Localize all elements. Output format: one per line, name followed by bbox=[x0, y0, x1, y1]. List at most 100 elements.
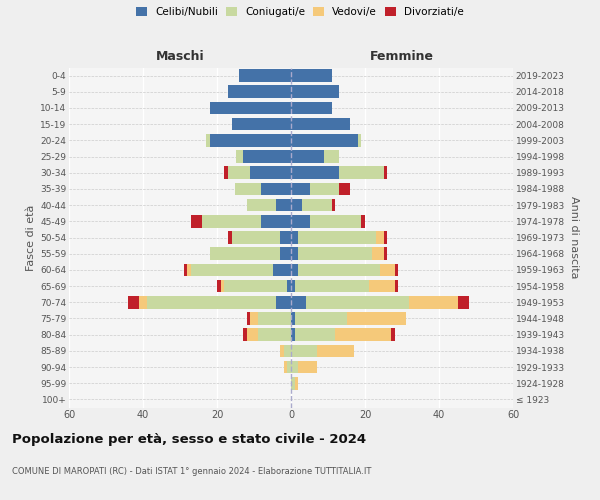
Bar bbox=[295, 280, 368, 292]
Bar bbox=[291, 296, 306, 308]
Bar bbox=[228, 231, 232, 244]
Bar bbox=[191, 215, 202, 228]
Bar bbox=[284, 360, 287, 374]
Bar bbox=[409, 296, 458, 308]
Bar bbox=[339, 166, 383, 179]
Y-axis label: Anni di nascita: Anni di nascita bbox=[569, 196, 579, 279]
Bar bbox=[239, 70, 291, 82]
Bar bbox=[373, 248, 383, 260]
Bar bbox=[235, 150, 243, 163]
Bar bbox=[358, 134, 361, 146]
Bar bbox=[291, 280, 295, 292]
Bar bbox=[383, 166, 387, 179]
Bar bbox=[202, 215, 262, 228]
Bar bbox=[217, 280, 221, 292]
Bar bbox=[298, 264, 380, 276]
Bar bbox=[209, 248, 280, 260]
Bar bbox=[325, 150, 339, 163]
Bar bbox=[291, 328, 295, 341]
Bar bbox=[306, 296, 409, 308]
Bar bbox=[287, 360, 291, 374]
Bar bbox=[395, 280, 398, 292]
Bar bbox=[380, 264, 395, 276]
Bar bbox=[339, 182, 350, 195]
Bar bbox=[287, 280, 291, 292]
Bar bbox=[291, 134, 358, 146]
Bar bbox=[139, 296, 147, 308]
Bar bbox=[332, 199, 335, 211]
Bar bbox=[291, 86, 339, 98]
Bar bbox=[291, 166, 339, 179]
Bar bbox=[209, 134, 291, 146]
Bar bbox=[291, 312, 295, 325]
Bar bbox=[291, 360, 298, 374]
Bar bbox=[262, 215, 291, 228]
Bar bbox=[280, 231, 291, 244]
Bar bbox=[295, 328, 335, 341]
Bar bbox=[391, 328, 395, 341]
Bar bbox=[302, 199, 332, 211]
Bar bbox=[272, 264, 291, 276]
Bar bbox=[295, 377, 298, 390]
Bar bbox=[383, 248, 387, 260]
Bar bbox=[368, 280, 395, 292]
Text: COMUNE DI MAROPATI (RC) - Dati ISTAT 1° gennaio 2024 - Elaborazione TUTTITALIA.I: COMUNE DI MAROPATI (RC) - Dati ISTAT 1° … bbox=[12, 468, 371, 476]
Bar bbox=[291, 199, 302, 211]
Bar bbox=[291, 264, 298, 276]
Bar bbox=[224, 280, 287, 292]
Bar bbox=[291, 231, 298, 244]
Bar bbox=[310, 182, 339, 195]
Bar bbox=[317, 344, 354, 357]
Text: Popolazione per età, sesso e stato civile - 2024: Popolazione per età, sesso e stato civil… bbox=[12, 432, 366, 446]
Bar bbox=[284, 344, 291, 357]
Bar bbox=[187, 264, 191, 276]
Bar bbox=[232, 118, 291, 130]
Bar bbox=[395, 264, 398, 276]
Bar bbox=[291, 70, 332, 82]
Bar bbox=[280, 248, 291, 260]
Bar bbox=[291, 150, 325, 163]
Bar bbox=[250, 312, 258, 325]
Bar bbox=[335, 328, 391, 341]
Bar bbox=[361, 215, 365, 228]
Bar bbox=[250, 166, 291, 179]
Bar bbox=[247, 312, 250, 325]
Bar bbox=[191, 264, 272, 276]
Bar bbox=[458, 296, 469, 308]
Legend: Celibi/Nubili, Coniugati/e, Vedovi/e, Divorziati/e: Celibi/Nubili, Coniugati/e, Vedovi/e, Di… bbox=[134, 5, 466, 20]
Y-axis label: Fasce di età: Fasce di età bbox=[26, 204, 36, 270]
Bar bbox=[298, 231, 376, 244]
Bar bbox=[221, 280, 224, 292]
Bar bbox=[262, 182, 291, 195]
Bar bbox=[228, 166, 250, 179]
Bar bbox=[276, 296, 291, 308]
Bar bbox=[235, 182, 262, 195]
Bar bbox=[295, 312, 347, 325]
Bar bbox=[224, 166, 228, 179]
Bar bbox=[291, 102, 332, 114]
Text: Maschi: Maschi bbox=[155, 50, 205, 62]
Bar bbox=[228, 86, 291, 98]
Bar bbox=[298, 248, 373, 260]
Bar bbox=[243, 150, 291, 163]
Bar bbox=[209, 102, 291, 114]
Bar bbox=[291, 377, 295, 390]
Bar bbox=[347, 312, 406, 325]
Bar bbox=[243, 328, 247, 341]
Bar bbox=[146, 296, 276, 308]
Text: Femmine: Femmine bbox=[370, 50, 434, 62]
Bar bbox=[128, 296, 139, 308]
Bar bbox=[247, 328, 258, 341]
Bar bbox=[298, 360, 317, 374]
Bar bbox=[206, 134, 209, 146]
Bar bbox=[291, 215, 310, 228]
Bar bbox=[383, 231, 387, 244]
Bar bbox=[276, 199, 291, 211]
Bar bbox=[310, 215, 361, 228]
Bar bbox=[258, 328, 291, 341]
Bar bbox=[291, 182, 310, 195]
Bar bbox=[291, 118, 350, 130]
Bar bbox=[232, 231, 280, 244]
Bar bbox=[247, 199, 276, 211]
Bar bbox=[291, 248, 298, 260]
